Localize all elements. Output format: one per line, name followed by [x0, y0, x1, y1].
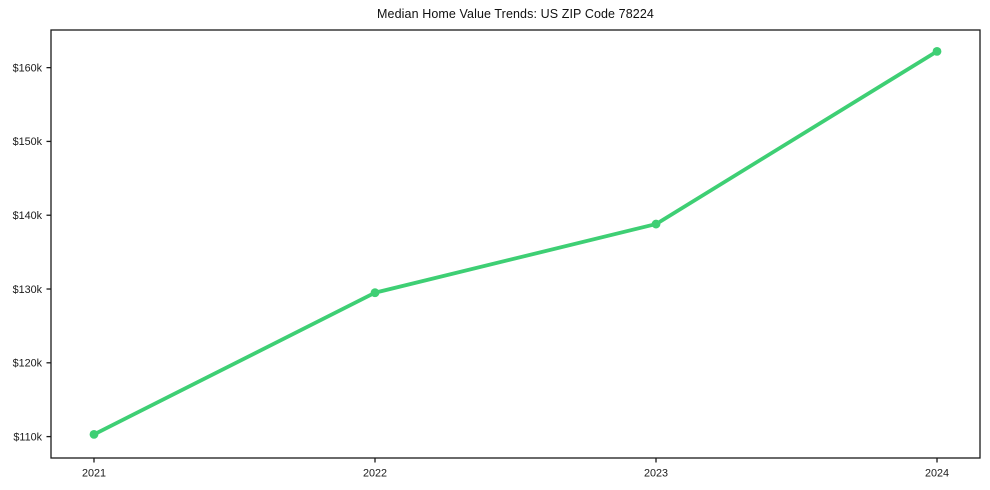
trend-line	[92, 49, 939, 437]
y-tick-label: $130k	[13, 284, 43, 296]
x-tick-label: 2021	[82, 468, 106, 480]
y-tick-label: $110k	[13, 431, 42, 443]
x-tick-label: 2022	[363, 468, 387, 480]
y-tick-label: $140k	[13, 210, 43, 222]
y-tick-label: $120k	[13, 358, 43, 370]
data-point-marker	[932, 47, 942, 56]
data-point-marker	[89, 429, 99, 439]
data-point-marker	[651, 219, 661, 229]
x-tick-label: 2024	[925, 468, 949, 480]
x-tick-label: 2023	[644, 468, 668, 480]
y-tick-label: $160k	[13, 62, 43, 74]
chart-title: Median Home Value Trends: US ZIP Code 78…	[377, 7, 654, 21]
y-tick-label: $150k	[13, 136, 43, 148]
data-point-marker	[370, 288, 380, 298]
plot-area-border	[50, 29, 981, 459]
